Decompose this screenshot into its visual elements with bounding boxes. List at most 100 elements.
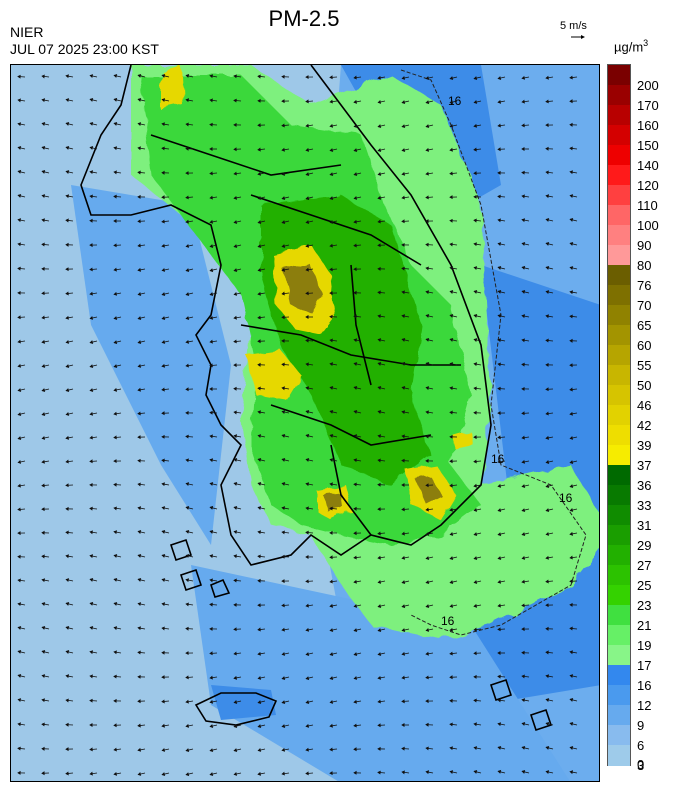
wind-arrow-head [281,603,285,608]
wind-arrow-head [65,435,70,440]
color-scale-label: 12 [637,698,652,713]
island-group-southwest [169,538,231,598]
olive-region-central [283,263,323,313]
color-scale-label: 90 [637,238,652,253]
color-scale-label: 120 [637,178,659,193]
wind-arrow-head [233,602,237,607]
wind-arrow-head [161,292,166,296]
wind-arrow-head [401,410,406,415]
wind-arrow-head [65,194,70,199]
wind-arrow-head [497,508,502,512]
wind-arrow-head [329,362,334,367]
wind-arrow-head [449,242,453,247]
wind-arrow-head [209,458,214,463]
pm25-map[interactable]: 16 16 16 16 [10,64,600,782]
wind-arrow-head [521,435,525,440]
wind-arrow-head [209,268,214,273]
wind-arrow-head [233,268,238,272]
wind-arrow-head [545,194,550,199]
wind-arrow-head [113,267,117,272]
wind-arrow-head [17,145,22,150]
wind-arrow-head [449,507,454,512]
wind-arrow-head [377,148,382,152]
wind-arrow-head [113,771,118,776]
color-scale-segment [608,345,630,366]
color-scale-label: 39 [637,438,652,453]
wind-arrow-head [305,433,310,438]
wind-arrow-head [185,244,190,248]
wind-arrow-head [281,410,286,414]
wind-arrow-head [425,722,429,727]
wind-arrow-head [497,338,502,343]
wind-arrow-head [161,219,165,224]
wind-arrow-head [545,722,550,726]
wind-arrow-head [473,386,477,391]
wind-arrow-head [329,172,334,176]
map-canvas: 16 16 16 16 [17,65,599,781]
wind-arrow-head [185,98,190,103]
wind-arrow-head [377,243,381,248]
wind-arrow-head [545,99,549,104]
wind-arrow-head [329,243,333,248]
wind-arrow-head [89,170,94,175]
wind-arrow-head [497,123,501,128]
wind-arrow-head [329,123,334,128]
wind-arrow-head [233,98,237,103]
wind-arrow-head [569,99,573,104]
wind-arrow-head [17,650,22,654]
wind-arrow-head [521,362,525,367]
wind-arrow-head [377,458,381,463]
wind-arrow-head [89,145,94,150]
wind-arrow-head [281,481,286,486]
wind-arrow-head [305,603,309,608]
wind-arrow-head [545,626,549,631]
wind-arrow-head [89,364,94,368]
wind-arrow-head [497,99,502,104]
wind-arrow-head [185,626,189,631]
wind-arrow-head [185,748,190,752]
wind-arrow-head [209,530,214,534]
wind-arrow-head [209,244,214,249]
wind-arrow-head [329,530,333,535]
wind-arrow-head [41,412,46,416]
wind-arrow-head [329,458,334,462]
wind-arrow-head [65,74,69,79]
wind-arrow-head [449,675,453,680]
wind-arrow-head [113,364,118,368]
wind-arrow-head [425,746,429,751]
wind-arrow-head [353,75,357,80]
wind-arrow-head [113,459,117,463]
wind-arrow-head [521,579,525,584]
wind-arrow-head [473,580,478,585]
wind-arrow-head [377,507,381,512]
wind-arrow-head [137,506,142,511]
wind-arrow-head [89,650,94,655]
wind-arrow-head [425,556,430,561]
wind-arrow-head [161,146,165,151]
wind-arrow-head [353,699,357,704]
wind-arrow-head [329,723,333,728]
wind-arrow-head [137,747,142,752]
wind-arrow-head [329,603,334,608]
wind-arrow-head [257,530,262,535]
wind-vector-field [17,73,578,777]
wind-arrow-head [545,362,549,367]
wind-arrow-head [305,243,310,248]
wind-arrow-head [569,531,574,536]
wind-arrow-head [17,483,21,488]
wind-arrow-head [185,219,189,224]
wind-arrow-head [353,555,357,560]
wind-arrow-head [233,772,238,776]
unit-exponent: 3 [643,38,649,48]
wind-arrow-head [41,674,46,678]
wind-arrow-head [425,313,430,318]
wind-arrow-head [137,602,142,606]
province-boundary-4 [270,404,432,446]
wind-arrow-head [305,123,309,128]
wind-arrow-head [185,195,189,200]
wind-arrow-head [17,746,21,751]
wind-arrow-head [569,650,573,655]
color-scale-segment [608,105,630,126]
wind-arrow-head [353,196,358,200]
wind-arrow-head [17,291,21,295]
